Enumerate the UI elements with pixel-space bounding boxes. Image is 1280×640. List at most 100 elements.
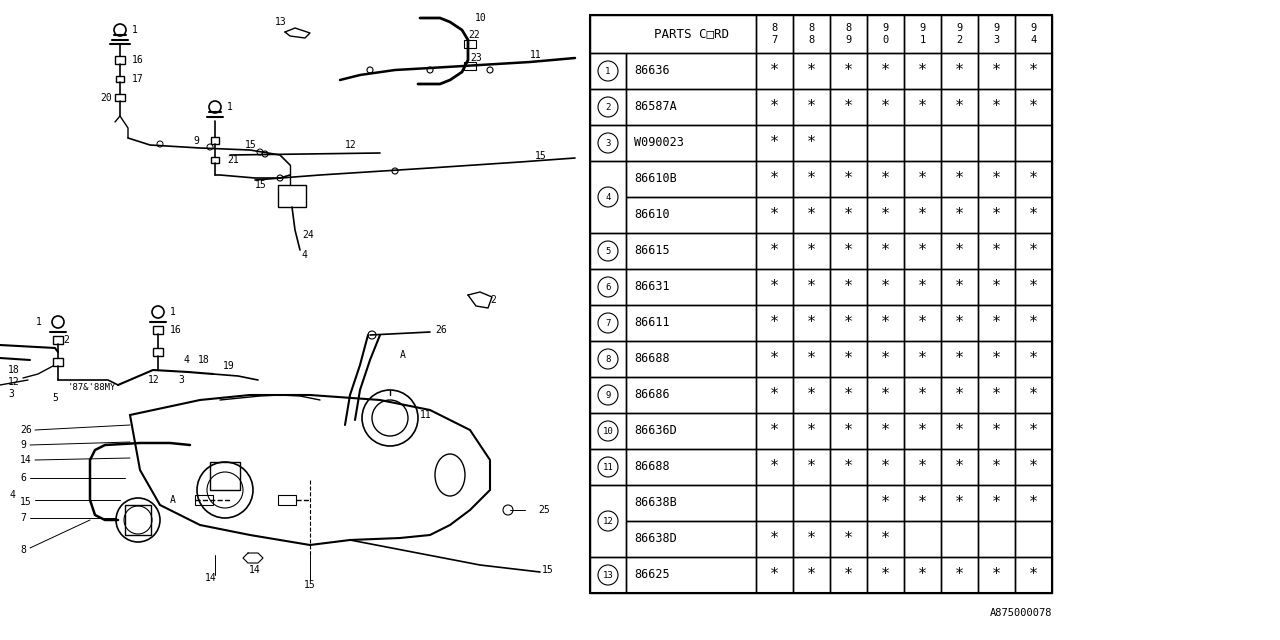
Text: *: * [1029,460,1038,474]
Text: 12: 12 [346,140,357,150]
Text: *: * [844,243,852,259]
Text: 16: 16 [170,325,182,335]
Bar [52,358,63,366]
Text: *: * [806,387,817,403]
Text: *: * [955,495,964,511]
Text: 19: 19 [223,361,234,371]
Text: *: * [771,243,780,259]
Bar [829,161,867,197]
Text: 8
8: 8 8 [809,23,814,45]
Bar [867,305,904,341]
Text: *: * [1029,387,1038,403]
Text: *: * [771,172,780,186]
Text: 11: 11 [420,410,431,420]
Bar [978,15,1015,53]
Bar [829,53,867,89]
Text: 14: 14 [205,573,216,583]
Text: *: * [1029,63,1038,79]
Text: *: * [992,280,1001,294]
Bar [829,377,867,413]
Text: *: * [771,136,780,150]
Bar [941,377,978,413]
Text: *: * [881,243,890,259]
Bar [904,53,941,89]
Bar [941,53,978,89]
Bar [756,449,794,485]
Text: *: * [992,351,1001,367]
Bar [978,161,1015,197]
Bar [1015,377,1052,413]
Text: *: * [918,568,927,582]
Bar [794,557,829,593]
Text: 21: 21 [227,155,239,165]
Text: 16: 16 [132,55,143,65]
Bar [590,305,626,341]
Bar [978,413,1015,449]
Bar [1015,521,1052,557]
Text: *: * [881,316,890,330]
Text: *: * [955,460,964,474]
Bar [941,197,978,233]
Bar [465,40,476,48]
Text: 6: 6 [20,473,26,483]
Text: 15: 15 [255,180,266,190]
Text: *: * [806,243,817,259]
Bar [1015,197,1052,233]
Bar [829,197,867,233]
Text: *: * [844,280,852,294]
Text: *: * [955,280,964,294]
Bar [210,462,241,490]
Text: *: * [881,387,890,403]
Text: *: * [771,351,780,367]
Text: *: * [881,280,890,294]
Bar [1015,341,1052,377]
Text: A: A [399,350,406,360]
Bar [626,233,756,269]
Bar [756,305,794,341]
Text: *: * [955,568,964,582]
Text: 86688: 86688 [634,461,669,474]
Bar [590,125,626,161]
Text: '87&'88MY: '87&'88MY [68,383,116,392]
Text: 11: 11 [530,50,541,60]
Text: *: * [992,568,1001,582]
Text: *: * [918,460,927,474]
Text: 15: 15 [541,565,554,575]
Bar [756,413,794,449]
Text: 9
4: 9 4 [1030,23,1037,45]
Text: *: * [955,316,964,330]
Text: *: * [844,460,852,474]
Text: *: * [844,531,852,547]
Text: *: * [881,495,890,511]
Bar [794,197,829,233]
Text: *: * [806,316,817,330]
Text: *: * [771,568,780,582]
Bar [829,341,867,377]
Text: 86638D: 86638D [634,532,677,545]
Bar [794,161,829,197]
Text: *: * [1029,424,1038,438]
Bar [465,62,476,70]
Text: *: * [1029,243,1038,259]
Text: *: * [806,172,817,186]
Text: 86638B: 86638B [634,497,677,509]
Bar [1015,125,1052,161]
Text: *: * [844,99,852,115]
Bar [626,521,756,557]
Text: *: * [992,172,1001,186]
Bar [904,233,941,269]
Bar [1015,305,1052,341]
Bar [278,495,296,505]
Text: A: A [170,495,175,505]
Text: *: * [992,207,1001,223]
Bar [794,485,829,521]
Text: 11: 11 [603,463,613,472]
Bar [590,341,626,377]
Bar [756,557,794,593]
Text: 8
9: 8 9 [845,23,851,45]
Bar [626,89,756,125]
Text: *: * [918,387,927,403]
Text: *: * [955,63,964,79]
Bar [278,185,306,207]
Text: 1: 1 [605,67,611,76]
